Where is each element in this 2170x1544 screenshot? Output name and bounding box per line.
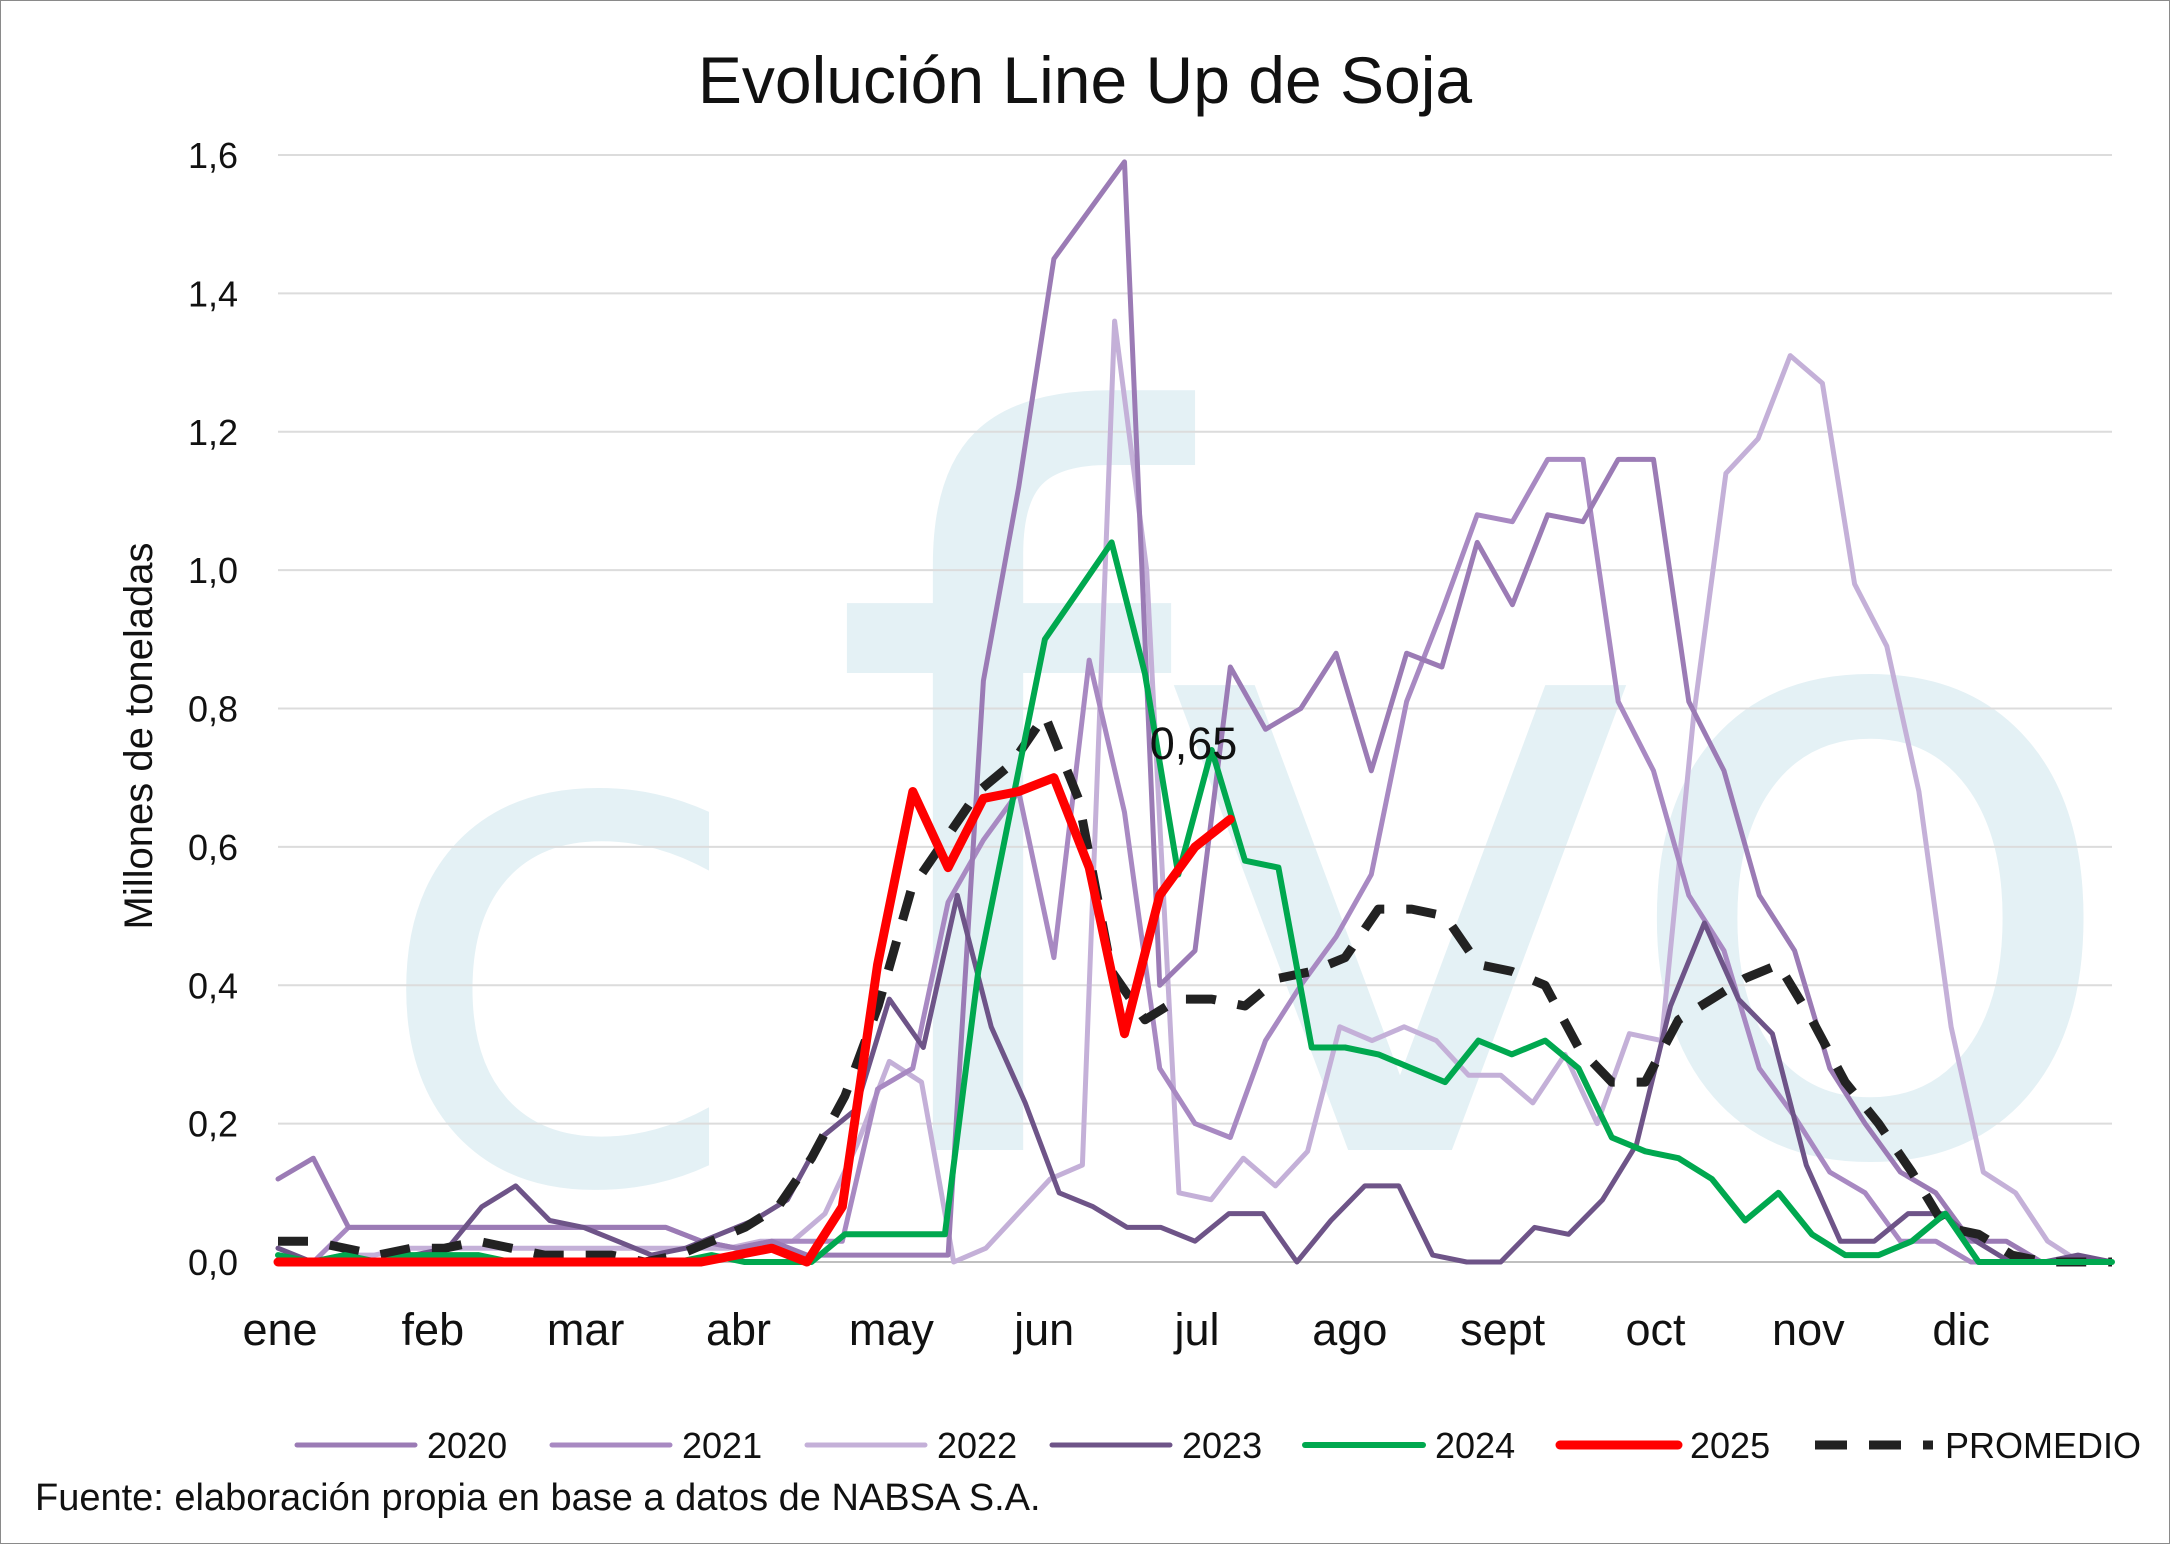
y-tick-label: 0,8 [188,689,238,730]
y-tick-label: 0,0 [188,1242,238,1283]
data-label-2025: 0,65 [1150,718,1238,769]
y-tick-label: 0,6 [188,827,238,868]
y-tick-label: 0,4 [188,965,238,1006]
y-tick-label: 0,2 [188,1104,238,1145]
y-tick-label: 1,0 [188,550,238,591]
legend-label-2024: 2024 [1435,1425,1515,1466]
y-tick-label: 1,4 [188,273,238,314]
x-tick-label: feb [402,1304,465,1355]
y-axis-label: Millones de toneladas [117,543,161,930]
series-line-2022 [275,318,2115,1265]
legend-label-2025: 2025 [1690,1425,1770,1466]
watermark-letter: v [1148,362,1651,1351]
legend-label-2021: 2021 [682,1425,762,1466]
x-tick-label: jun [1012,1304,1074,1355]
x-tick-label: dic [1932,1304,1990,1355]
legend-label-2020: 2020 [427,1425,507,1466]
watermark-letter: o [1610,362,2130,1351]
x-tick-label: ene [242,1304,317,1355]
series-lines [273,159,2115,1267]
y-axis-ticks: 0,0 0,2 0,4 0,6 0,8 1,0 1,2 1,4 1,6 [188,135,238,1283]
x-tick-label: ago [1312,1304,1387,1355]
x-tick-label: jul [1172,1304,1219,1355]
watermark-logo: c fvo [368,222,2130,1386]
x-tick-label: sept [1460,1304,1546,1355]
x-tick-label: oct [1625,1304,1686,1355]
x-tick-label: may [849,1304,935,1355]
x-axis-ticks: ene feb mar abr may jun jul ago sept oct nov dic [242,1304,1989,1355]
legend-label-promedio: PROMEDIO [1945,1425,2141,1466]
legend-label-2023: 2023 [1182,1425,1262,1466]
source-note: Fuente: elaboración propia en base a dat… [35,1477,1041,1519]
chart-title: Evolución Line Up de Soja [698,43,1472,117]
x-tick-label: nov [1772,1304,1845,1355]
x-tick-label: abr [706,1304,771,1355]
series-line-promedio [278,710,2112,1267]
x-tick-label: mar [547,1304,625,1355]
legend-label-2022: 2022 [937,1425,1017,1466]
legend: 2020 2021 2022 2023 2024 2025 PROMEDIO [294,1425,2141,1466]
watermark-letter: c [368,531,753,1346]
series-line-2023 [275,892,2115,1265]
y-tick-label: 1,6 [188,135,238,176]
y-tick-label: 1,2 [188,412,238,453]
series-line-2025 [273,773,1235,1267]
